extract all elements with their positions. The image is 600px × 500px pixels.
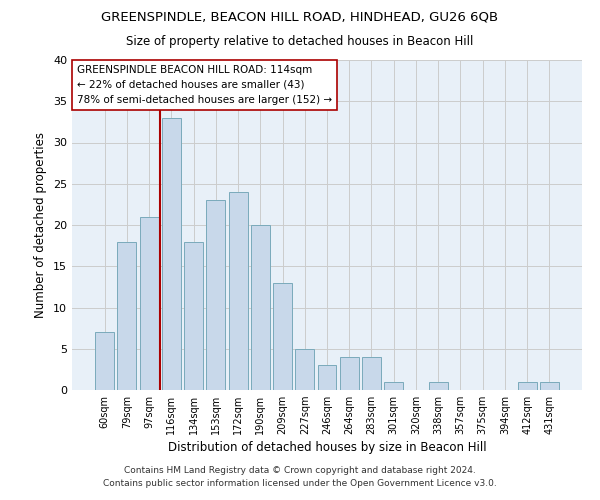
Bar <box>273 283 292 390</box>
Text: Size of property relative to detached houses in Beacon Hill: Size of property relative to detached ho… <box>127 35 473 48</box>
Bar <box>118 242 136 390</box>
Bar <box>229 192 248 390</box>
Bar <box>206 200 225 390</box>
Bar <box>184 242 203 390</box>
Bar <box>362 357 381 390</box>
Y-axis label: Number of detached properties: Number of detached properties <box>34 132 47 318</box>
Bar <box>140 217 158 390</box>
Text: Contains HM Land Registry data © Crown copyright and database right 2024.
Contai: Contains HM Land Registry data © Crown c… <box>103 466 497 487</box>
Text: GREENSPINDLE BEACON HILL ROAD: 114sqm
← 22% of detached houses are smaller (43)
: GREENSPINDLE BEACON HILL ROAD: 114sqm ← … <box>77 65 332 104</box>
Bar <box>295 349 314 390</box>
Bar <box>162 118 181 390</box>
Bar <box>340 357 359 390</box>
Bar <box>317 365 337 390</box>
Bar <box>540 382 559 390</box>
X-axis label: Distribution of detached houses by size in Beacon Hill: Distribution of detached houses by size … <box>167 442 487 454</box>
Text: GREENSPINDLE, BEACON HILL ROAD, HINDHEAD, GU26 6QB: GREENSPINDLE, BEACON HILL ROAD, HINDHEAD… <box>101 10 499 23</box>
Bar <box>251 225 270 390</box>
Bar <box>429 382 448 390</box>
Bar <box>95 332 114 390</box>
Bar <box>518 382 536 390</box>
Bar <box>384 382 403 390</box>
